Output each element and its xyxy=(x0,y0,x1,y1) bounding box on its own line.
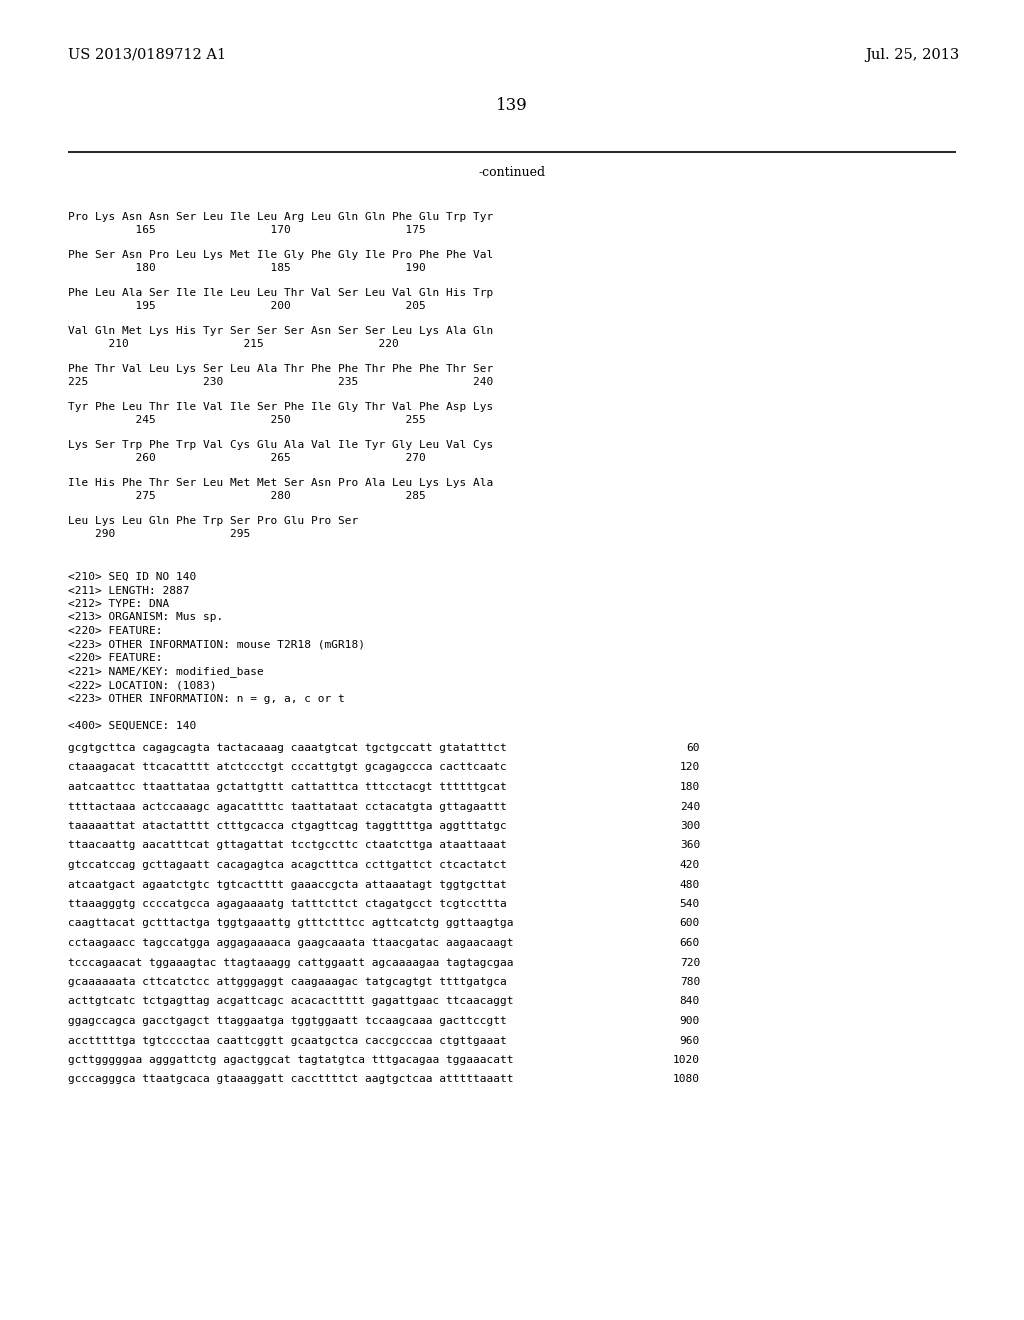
Text: 360: 360 xyxy=(680,841,700,850)
Text: Leu Lys Leu Gln Phe Trp Ser Pro Glu Pro Ser: Leu Lys Leu Gln Phe Trp Ser Pro Glu Pro … xyxy=(68,516,358,525)
Text: Phe Leu Ala Ser Ile Ile Leu Leu Thr Val Ser Leu Val Gln His Trp: Phe Leu Ala Ser Ile Ile Leu Leu Thr Val … xyxy=(68,288,494,298)
Text: Val Gln Met Lys His Tyr Ser Ser Ser Asn Ser Ser Leu Lys Ala Gln: Val Gln Met Lys His Tyr Ser Ser Ser Asn … xyxy=(68,326,494,337)
Text: gcaaaaaata cttcatctcc attgggaggt caagaaagac tatgcagtgt ttttgatgca: gcaaaaaata cttcatctcc attgggaggt caagaaa… xyxy=(68,977,507,987)
Text: 120: 120 xyxy=(680,763,700,772)
Text: 1080: 1080 xyxy=(673,1074,700,1085)
Text: taaaaattat atactatttt ctttgcacca ctgagttcag taggttttga aggtttatgc: taaaaattat atactatttt ctttgcacca ctgagtt… xyxy=(68,821,507,832)
Text: -continued: -continued xyxy=(478,165,546,178)
Text: <223> OTHER INFORMATION: mouse T2R18 (mGR18): <223> OTHER INFORMATION: mouse T2R18 (mG… xyxy=(68,639,365,649)
Text: aatcaattcc ttaattataa gctattgttt cattatttca tttcctacgt ttttttgcat: aatcaattcc ttaattataa gctattgttt cattatt… xyxy=(68,781,507,792)
Text: 260                 265                 270: 260 265 270 xyxy=(68,453,426,463)
Text: ttaaagggtg ccccatgcca agagaaaatg tatttcttct ctagatgcct tcgtccttta: ttaaagggtg ccccatgcca agagaaaatg tatttct… xyxy=(68,899,507,909)
Text: <400> SEQUENCE: 140: <400> SEQUENCE: 140 xyxy=(68,721,197,731)
Text: cctaagaacc tagccatgga aggagaaaaca gaagcaaata ttaacgatac aagaacaagt: cctaagaacc tagccatgga aggagaaaaca gaagca… xyxy=(68,939,513,948)
Text: ttaacaattg aacatttcat gttagattat tcctgccttc ctaatcttga ataattaaat: ttaacaattg aacatttcat gttagattat tcctgcc… xyxy=(68,841,507,850)
Text: 180: 180 xyxy=(680,781,700,792)
Text: 165                 170                 175: 165 170 175 xyxy=(68,224,426,235)
Text: gcttgggggaa agggattctg agactggcat tagtatgtca tttgacagaa tggaaacatt: gcttgggggaa agggattctg agactggcat tagtat… xyxy=(68,1055,513,1065)
Text: gtccatccag gcttagaatt cacagagtca acagctttca ccttgattct ctcactatct: gtccatccag gcttagaatt cacagagtca acagctt… xyxy=(68,861,507,870)
Text: 180                 185                 190: 180 185 190 xyxy=(68,263,426,273)
Text: acctttttga tgtcccctaa caattcggtt gcaatgctca caccgcccaa ctgttgaaat: acctttttga tgtcccctaa caattcggtt gcaatgc… xyxy=(68,1035,507,1045)
Text: Jul. 25, 2013: Jul. 25, 2013 xyxy=(865,48,961,62)
Text: <213> ORGANISM: Mus sp.: <213> ORGANISM: Mus sp. xyxy=(68,612,223,623)
Text: <222> LOCATION: (1083): <222> LOCATION: (1083) xyxy=(68,680,216,690)
Text: 780: 780 xyxy=(680,977,700,987)
Text: atcaatgact agaatctgtc tgtcactttt gaaaccgcta attaaatagt tggtgcttat: atcaatgact agaatctgtc tgtcactttt gaaaccg… xyxy=(68,879,507,890)
Text: 840: 840 xyxy=(680,997,700,1006)
Text: <223> OTHER INFORMATION: n = g, a, c or t: <223> OTHER INFORMATION: n = g, a, c or … xyxy=(68,693,345,704)
Text: 225                 230                 235                 240: 225 230 235 240 xyxy=(68,378,494,387)
Text: tcccagaacat tggaaagtac ttagtaaagg cattggaatt agcaaaagaa tagtagcgaa: tcccagaacat tggaaagtac ttagtaaagg cattgg… xyxy=(68,957,513,968)
Text: <212> TYPE: DNA: <212> TYPE: DNA xyxy=(68,599,169,609)
Text: 660: 660 xyxy=(680,939,700,948)
Text: 290                 295: 290 295 xyxy=(68,529,250,539)
Text: 540: 540 xyxy=(680,899,700,909)
Text: gcccagggca ttaatgcaca gtaaaggatt caccttttct aagtgctcaa atttttaaatt: gcccagggca ttaatgcaca gtaaaggatt caccttt… xyxy=(68,1074,513,1085)
Text: <211> LENGTH: 2887: <211> LENGTH: 2887 xyxy=(68,586,189,595)
Text: ctaaagacat ttcacatttt atctccctgt cccattgtgt gcagagccca cacttcaatc: ctaaagacat ttcacatttt atctccctgt cccattg… xyxy=(68,763,507,772)
Text: Lys Ser Trp Phe Trp Val Cys Glu Ala Val Ile Tyr Gly Leu Val Cys: Lys Ser Trp Phe Trp Val Cys Glu Ala Val … xyxy=(68,440,494,450)
Text: 139: 139 xyxy=(496,96,528,114)
Text: 420: 420 xyxy=(680,861,700,870)
Text: <220> FEATURE:: <220> FEATURE: xyxy=(68,626,163,636)
Text: 300: 300 xyxy=(680,821,700,832)
Text: ttttactaaa actccaaagc agacattttc taattataat cctacatgta gttagaattt: ttttactaaa actccaaagc agacattttc taattat… xyxy=(68,801,507,812)
Text: caagttacat gctttactga tggtgaaattg gtttctttcc agttcatctg ggttaagtga: caagttacat gctttactga tggtgaaattg gtttct… xyxy=(68,919,513,928)
Text: 245                 250                 255: 245 250 255 xyxy=(68,414,426,425)
Text: 480: 480 xyxy=(680,879,700,890)
Text: Tyr Phe Leu Thr Ile Val Ile Ser Phe Ile Gly Thr Val Phe Asp Lys: Tyr Phe Leu Thr Ile Val Ile Ser Phe Ile … xyxy=(68,403,494,412)
Text: US 2013/0189712 A1: US 2013/0189712 A1 xyxy=(68,48,226,62)
Text: acttgtcatc tctgagttag acgattcagc acacacttttt gagattgaac ttcaacaggt: acttgtcatc tctgagttag acgattcagc acacact… xyxy=(68,997,513,1006)
Text: 600: 600 xyxy=(680,919,700,928)
Text: 210                 215                 220: 210 215 220 xyxy=(68,339,398,348)
Text: Phe Thr Val Leu Lys Ser Leu Ala Thr Phe Phe Thr Phe Phe Thr Ser: Phe Thr Val Leu Lys Ser Leu Ala Thr Phe … xyxy=(68,364,494,374)
Text: 1020: 1020 xyxy=(673,1055,700,1065)
Text: <221> NAME/KEY: modified_base: <221> NAME/KEY: modified_base xyxy=(68,667,264,677)
Text: 240: 240 xyxy=(680,801,700,812)
Text: 900: 900 xyxy=(680,1016,700,1026)
Text: 275                 280                 285: 275 280 285 xyxy=(68,491,426,502)
Text: <210> SEQ ID NO 140: <210> SEQ ID NO 140 xyxy=(68,572,197,582)
Text: 720: 720 xyxy=(680,957,700,968)
Text: 60: 60 xyxy=(686,743,700,752)
Text: Pro Lys Asn Asn Ser Leu Ile Leu Arg Leu Gln Gln Phe Glu Trp Tyr: Pro Lys Asn Asn Ser Leu Ile Leu Arg Leu … xyxy=(68,213,494,222)
Text: Ile His Phe Thr Ser Leu Met Met Ser Asn Pro Ala Leu Lys Lys Ala: Ile His Phe Thr Ser Leu Met Met Ser Asn … xyxy=(68,478,494,488)
Text: ggagccagca gacctgagct ttaggaatga tggtggaatt tccaagcaaa gacttccgtt: ggagccagca gacctgagct ttaggaatga tggtgga… xyxy=(68,1016,507,1026)
Text: gcgtgcttca cagagcagta tactacaaag caaatgtcat tgctgccatt gtatatttct: gcgtgcttca cagagcagta tactacaaag caaatgt… xyxy=(68,743,507,752)
Text: Phe Ser Asn Pro Leu Lys Met Ile Gly Phe Gly Ile Pro Phe Phe Val: Phe Ser Asn Pro Leu Lys Met Ile Gly Phe … xyxy=(68,249,494,260)
Text: 960: 960 xyxy=(680,1035,700,1045)
Text: 195                 200                 205: 195 200 205 xyxy=(68,301,426,312)
Text: <220> FEATURE:: <220> FEATURE: xyxy=(68,653,163,663)
